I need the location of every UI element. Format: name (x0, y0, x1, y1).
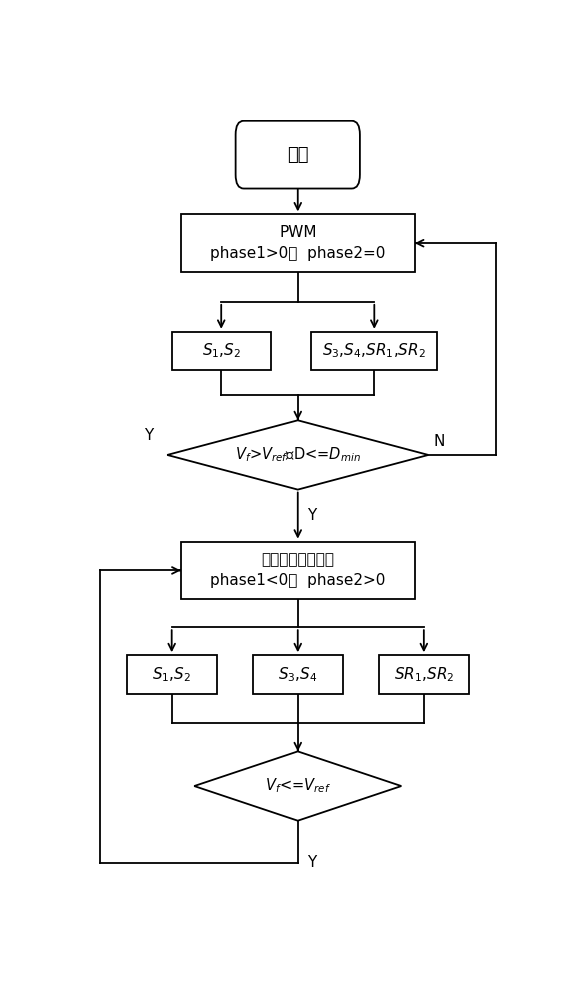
Bar (172, 332, 271, 370)
Text: Y: Y (307, 855, 316, 870)
Text: N: N (434, 434, 445, 449)
Text: PWM
phase1>0，  phase2=0: PWM phase1>0， phase2=0 (210, 225, 385, 261)
Text: $V_f$<=$V_{ref}$: $V_f$<=$V_{ref}$ (265, 777, 331, 795)
Bar (379, 655, 469, 694)
Text: $S_3$,$S_4$: $S_3$,$S_4$ (278, 665, 318, 684)
Text: $S_1$,$S_2$: $S_1$,$S_2$ (152, 665, 191, 684)
Polygon shape (167, 420, 428, 490)
Text: $V_f$>$V_{ref}$且D<=$D_{min}$: $V_f$>$V_{ref}$且D<=$D_{min}$ (235, 446, 361, 464)
Text: Y: Y (145, 428, 154, 443)
Bar (311, 332, 437, 370)
Text: $SR_1$,$SR_2$: $SR_1$,$SR_2$ (394, 665, 454, 684)
Bar (181, 542, 415, 599)
Text: 开始: 开始 (287, 146, 309, 164)
Text: 能量反馈控制模式
phase1<0，  phase2>0: 能量反馈控制模式 phase1<0， phase2>0 (210, 552, 385, 588)
Bar (127, 655, 217, 694)
Text: $S_3$,$S_4$,$SR_1$,$SR_2$: $S_3$,$S_4$,$SR_1$,$SR_2$ (322, 342, 426, 360)
FancyBboxPatch shape (236, 121, 360, 189)
Bar (253, 655, 343, 694)
Polygon shape (194, 751, 401, 821)
Bar (181, 214, 415, 272)
Text: $S_1$,$S_2$: $S_1$,$S_2$ (202, 342, 241, 360)
Text: Y: Y (307, 508, 316, 523)
